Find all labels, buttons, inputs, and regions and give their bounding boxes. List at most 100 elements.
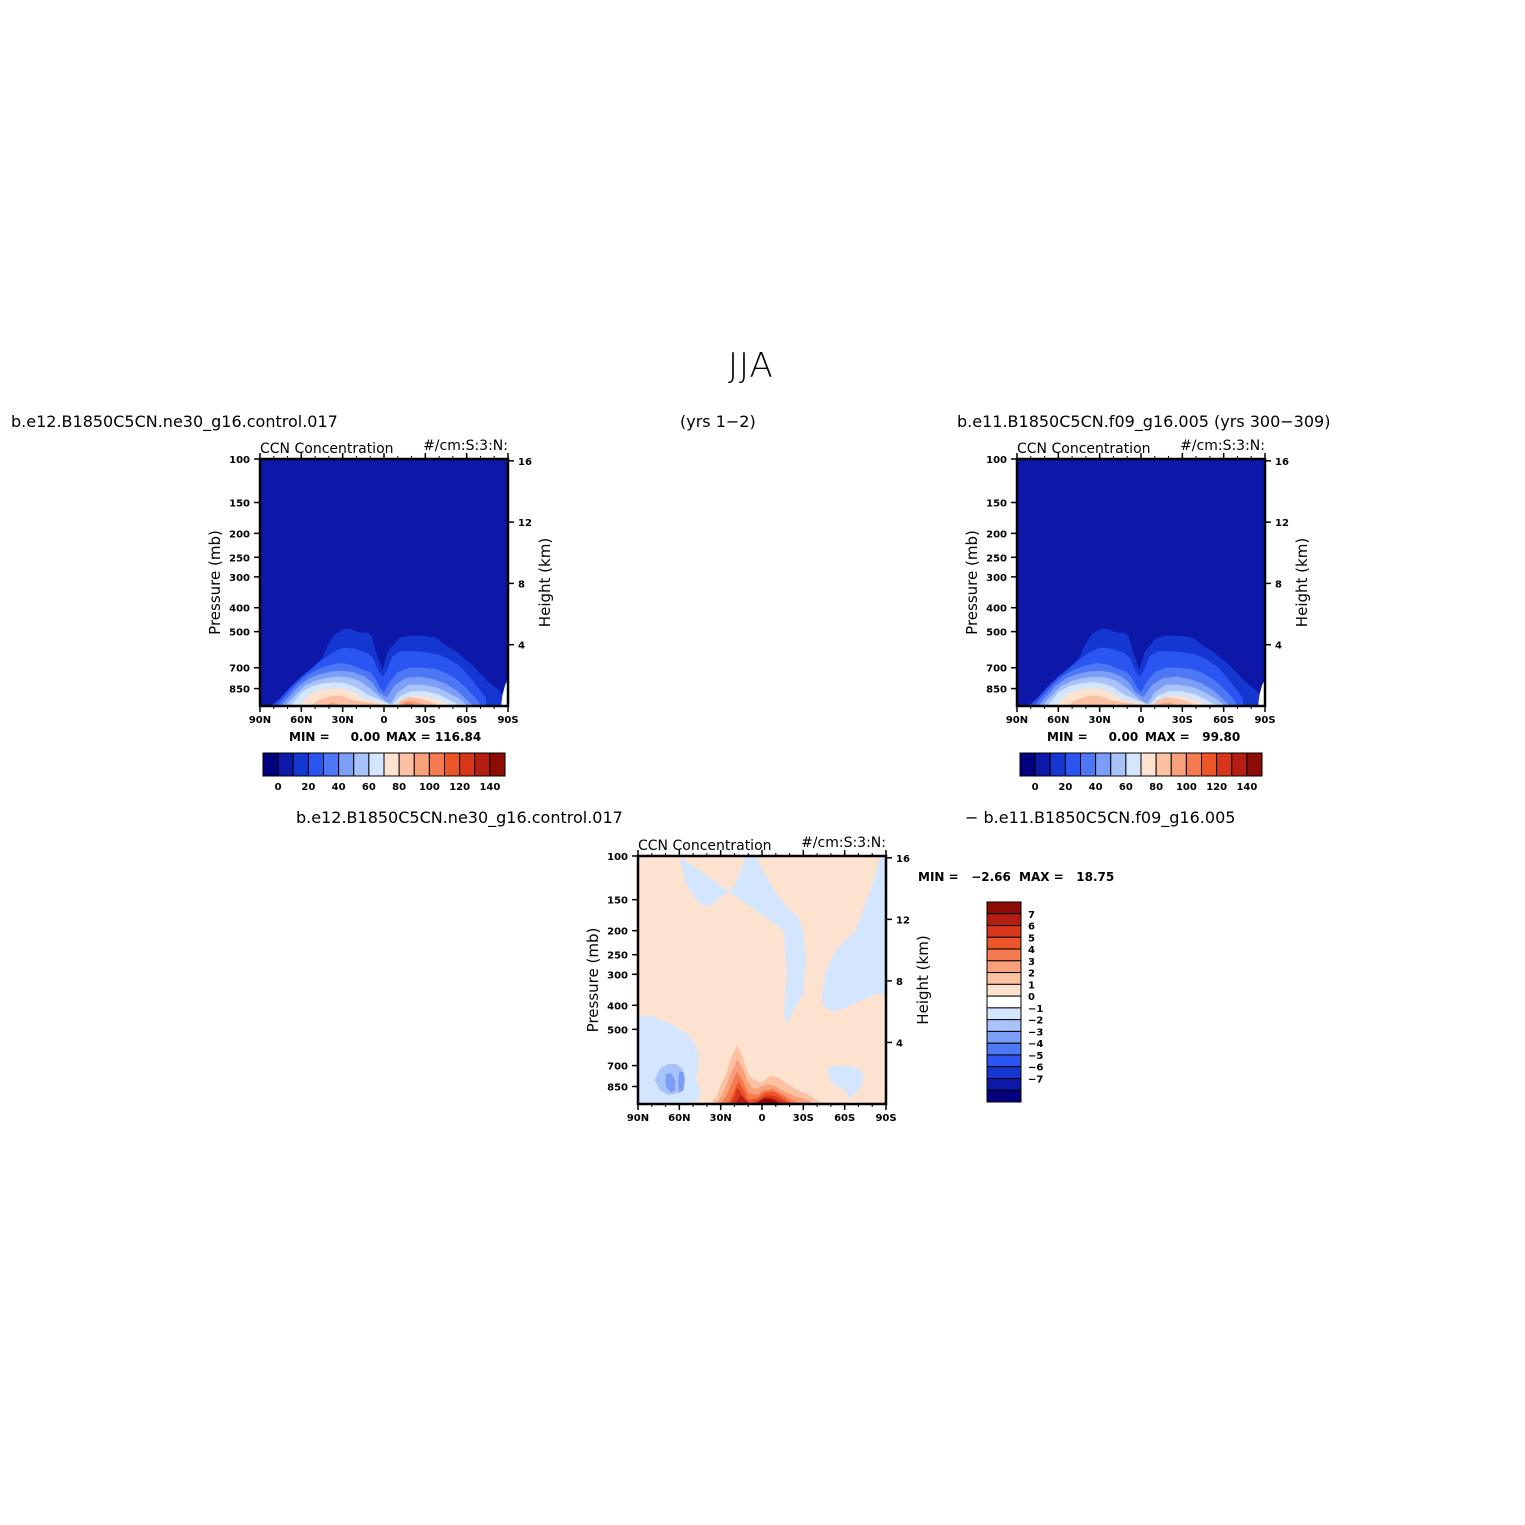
diff-colorbar-label: 7 [1028,910,1035,921]
years-label: (yrs 1−2) [680,412,756,431]
right-y-tick-label: 150 [986,498,1007,509]
right-colorbar-box [1049,752,1066,777]
right-colorbar-box [1125,752,1142,777]
diff-y-tick-label: 300 [607,970,628,981]
left-colorbar-box [353,752,370,777]
left-case-label: b.e12.B1850C5CN.ne30_g16.control.017 [11,412,338,431]
left-colorbar-box [292,752,309,777]
diff-units-label: #/cm:S:3:N: [801,835,886,851]
right-plot-group [1011,453,1271,777]
right-colorbar-box [1216,752,1233,777]
right-colorbar-label: 0 [1032,782,1039,793]
left-colorbar-box [368,752,385,777]
diff-y2label: Height (km) [914,935,932,1024]
diff-colorbar-label: −1 [1028,1004,1043,1015]
diff-x-tick-label: 30N [710,1113,732,1124]
diff-x-tick-label: 60S [834,1113,855,1124]
right-x-tick-label: 30S [1172,715,1193,726]
diff-y2-tick-label: 16 [896,854,910,865]
diff-y-tick-label: 500 [607,1025,628,1036]
diff-y-tick-label: 250 [607,951,628,962]
diff-colorbar-box [986,913,1022,927]
diff-y-tick-label: 700 [607,1062,628,1073]
diff-colorbar-box [986,1089,1022,1103]
left-colorbar-box [277,752,294,777]
left-x-tick-label: 0 [381,715,388,726]
diff-colorbar-box [986,972,1022,985]
right-colorbar-label: 20 [1058,782,1072,793]
diff-case-b-label: − b.e11.B1850C5CN.f09_g16.005 [965,808,1236,827]
diff-colorbar-label: −3 [1028,1027,1043,1038]
diff-y-tick-label: 100 [607,852,628,863]
left-y-tick-label: 700 [229,664,250,675]
diff-colorbar-box [986,1019,1022,1032]
diff-region-2 [822,856,886,1011]
diff-colorbar-box [986,1007,1022,1021]
diff-x-tick-label: 90S [875,1113,896,1124]
left-colorbar-label: 0 [275,782,282,793]
right-x-tick-label: 60N [1047,715,1069,726]
right-colorbar-box [1185,752,1202,777]
diff-colorbar-box [986,1042,1022,1056]
left-colorbar-box [459,752,476,777]
left-y-tick-label: 400 [229,604,250,615]
left-min-label: MIN = 0.00 [289,730,381,744]
right-colorbar-box [1246,752,1263,777]
left-max-label: MAX = 116.84 [386,730,482,744]
diff-colorbar-label: −5 [1028,1051,1043,1062]
right-colorbar-label: 120 [1206,782,1227,793]
diff-colorbar-label: 6 [1028,922,1035,933]
right-y2-tick-label: 16 [1275,457,1289,468]
diff-x-tick-label: 0 [759,1113,766,1124]
right-y2-tick-label: 8 [1275,579,1282,590]
left-y-tick-label: 300 [229,573,250,584]
right-colorbar-box [1080,752,1097,777]
diff-colorbar-label: 0 [1028,992,1035,1003]
right-colorbar-box [1095,752,1112,777]
right-colorbar-box [1019,752,1036,777]
diff-field [638,856,886,1104]
left-x-tick-label: 90N [249,715,271,726]
left-y-tick-label: 850 [229,685,250,696]
diff-colorbar-box [986,936,1022,950]
diff-colorbar-box [986,1054,1022,1068]
right-x-tick-label: 0 [1138,715,1145,726]
right-colorbar-box [1034,752,1051,777]
left-colorbar-label: 60 [362,782,376,793]
left-colorbar-box [338,752,355,777]
right-missing-region [1258,679,1265,706]
right-y-tick-label: 300 [986,573,1007,584]
left-y-tick-label: 200 [229,529,250,540]
right-y-tick-label: 200 [986,529,1007,540]
diff-region-0 [638,1015,702,1104]
diff-colorbar-label: 4 [1028,945,1035,956]
left-y2-tick-label: 8 [518,579,525,590]
diff-ylabel: Pressure (mb) [584,928,602,1033]
right-x-tick-label: 90S [1254,715,1275,726]
diff-colorbar-label: 2 [1028,969,1035,980]
left-field [260,459,508,706]
left-y2-tick-label: 4 [518,641,525,652]
left-y2-tick-label: 16 [518,457,532,468]
left-y-tick-label: 100 [229,455,250,466]
diff-colorbar-label: −4 [1028,1039,1043,1050]
diff-colorbar-label: −7 [1028,1074,1043,1085]
diff-y-tick-label: 150 [607,896,628,907]
diff-colorbar-label: 3 [1028,957,1035,968]
diff-colorbar-box [986,925,1022,938]
right-colorbar-box [1201,752,1218,777]
diff-x-tick-label: 30S [793,1113,814,1124]
left-x-tick-label: 30S [415,715,436,726]
right-ylabel: Pressure (mb) [963,530,981,635]
right-colorbar-label: 80 [1149,782,1163,793]
left-plot-title: CCN Concentration [260,441,394,457]
diff-min-label: MIN = −2.66 [918,870,1011,884]
left-colorbar-box [489,752,506,777]
right-x-tick-label: 60S [1213,715,1234,726]
left-colorbar-box [323,752,340,777]
left-y-tick-label: 150 [229,498,250,509]
diff-x-tick-label: 60N [668,1113,690,1124]
left-plot-group [254,453,514,777]
diff-plot-group [632,850,1022,1110]
